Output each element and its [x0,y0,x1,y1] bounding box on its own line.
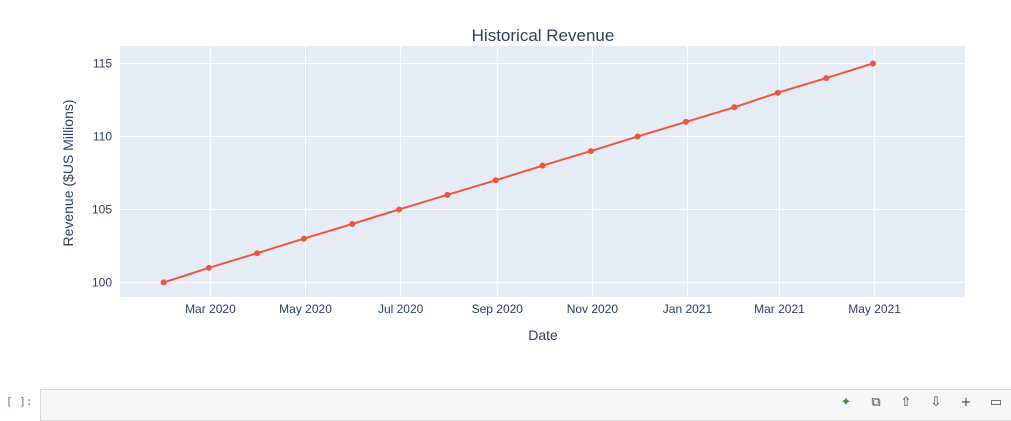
data-point [774,89,781,96]
copy-icon[interactable]: ⧉ [871,395,881,410]
sparkle-icon[interactable]: ✦ [840,395,852,410]
y-tick-label: 115 [93,57,112,71]
x-tick-label: Nov 2020 [567,302,619,316]
data-point [300,235,307,242]
data-point [205,264,212,271]
x-tick-label: Mar 2021 [754,302,805,316]
data-point [731,104,738,111]
x-tick-label: Jan 2021 [663,302,713,316]
x-tick-label: May 2021 [848,302,901,316]
chart-title: Historical Revenue [472,26,615,45]
x-axis-label: Date [528,327,558,343]
x-tick-label: Jul 2020 [378,302,424,316]
x-tick-label: May 2020 [279,302,332,316]
data-point [444,191,451,198]
axis-ticks: 100 105 110 115 Mar 2020 May 2020 Jul 2020 Sep … [92,57,901,316]
data-point [160,279,167,286]
data-point [823,75,830,82]
x-tick-label: Sep 2020 [472,302,524,316]
cell-prompt: [ ]: [6,395,33,408]
data-point [587,148,594,155]
delete-icon[interactable]: ▭ [989,395,1003,410]
plot-area [120,46,965,297]
line-chart: 100 105 110 115 Mar 2020 May 2020 Jul 2020 Sep … [60,26,965,343]
y-tick-label: 100 [92,275,112,289]
y-tick-label: 110 [93,129,112,143]
data-point [634,133,641,140]
data-point [870,60,877,67]
series-group [160,60,877,286]
grid-lines [120,46,965,297]
data-point [492,177,499,184]
y-tick-label: 105 [92,202,112,216]
notebook-cell: [ ]: ✦ ⧉ ⇧ ⇩ + ▭ [0,385,1011,421]
data-point [682,118,689,125]
move-down-icon[interactable]: ⇩ [930,395,942,410]
data-point [254,250,261,257]
series-line [163,62,874,284]
data-point [396,206,403,213]
data-point [349,221,356,228]
x-tick-label: Mar 2020 [185,302,236,316]
add-icon[interactable]: + [960,395,972,410]
move-up-icon[interactable]: ⇧ [900,395,912,410]
data-point [539,162,546,169]
cell-input-area[interactable]: ✦ ⧉ ⇧ ⇩ + ▭ [40,389,1011,421]
y-axis-label: Revenue ($US Millions) [60,99,76,246]
cell-toolbar: ✦ ⧉ ⇧ ⇩ + ▭ [837,396,1005,410]
